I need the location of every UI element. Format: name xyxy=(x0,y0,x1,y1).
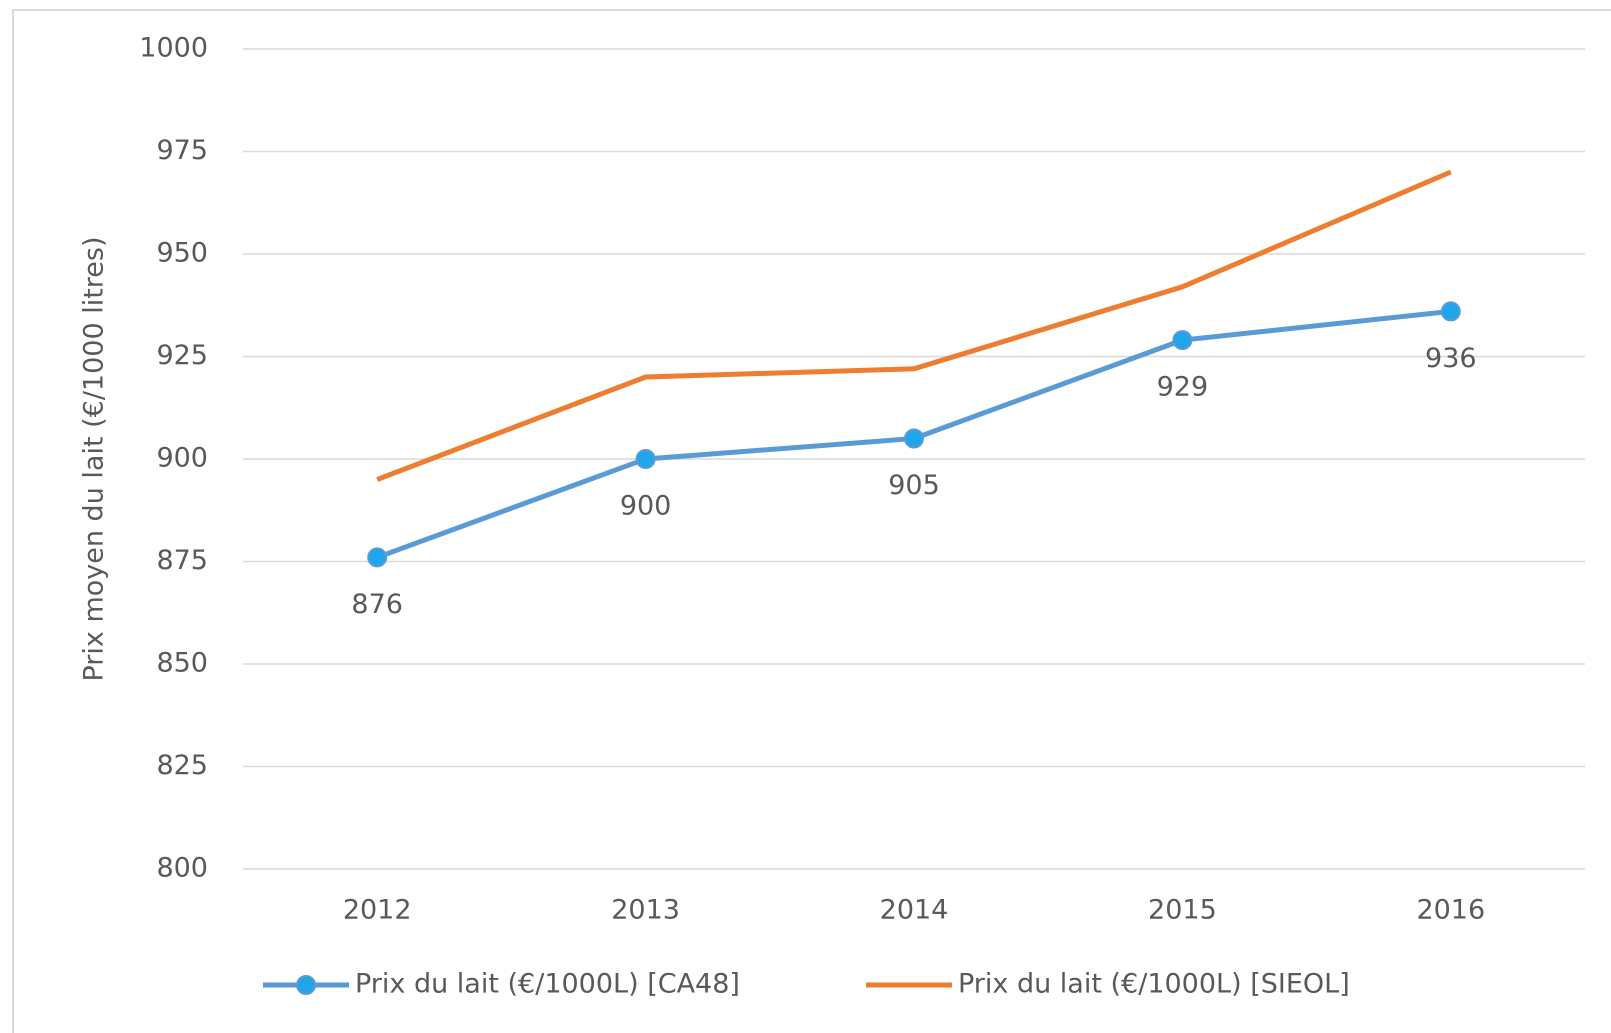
data-label: 905 xyxy=(888,470,940,501)
y-tick-label: 950 xyxy=(156,238,208,269)
y-tick-label: 925 xyxy=(156,340,208,371)
chart-frame xyxy=(12,9,1611,1033)
point-marker xyxy=(1440,301,1461,322)
y-tick-label: 850 xyxy=(156,648,208,679)
series-line xyxy=(376,169,1452,482)
point-marker xyxy=(904,428,924,449)
x-tick-label: 2016 xyxy=(1416,895,1485,926)
legend-label: Prix du lait (€/1000L) [CA48] xyxy=(355,969,740,1000)
x-tick-label: 2015 xyxy=(1148,895,1217,926)
y-tick-label: 825 xyxy=(156,750,208,781)
y-tick-label: 975 xyxy=(156,135,208,166)
y-tick-label: 875 xyxy=(156,545,208,576)
y-tick-label: 1000 xyxy=(139,33,208,64)
legend-marker xyxy=(296,975,316,995)
data-label: 876 xyxy=(351,589,403,620)
x-tick-label: 2013 xyxy=(611,895,680,926)
y-tick-label: 900 xyxy=(156,443,208,474)
x-tick-label: 2014 xyxy=(880,895,949,926)
y-tick-label: 800 xyxy=(156,853,208,884)
data-label: 929 xyxy=(1157,372,1209,403)
x-tick-label: 2012 xyxy=(343,895,412,926)
point-marker xyxy=(367,547,388,568)
point-marker xyxy=(1172,330,1193,351)
legend-label: Prix du lait (€/1000L) [SIEOL] xyxy=(958,969,1350,1000)
data-label: 900 xyxy=(620,491,672,522)
y-axis-title: Prix moyen du lait (€/1000 litres) xyxy=(79,236,110,681)
point-marker xyxy=(635,449,656,469)
data-label: 936 xyxy=(1425,343,1477,374)
